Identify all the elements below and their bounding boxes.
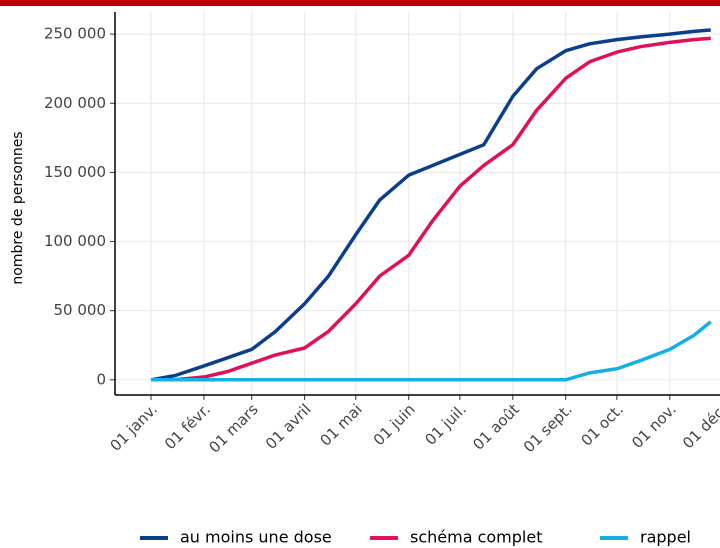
series-line: [151, 320, 712, 382]
x-tick-label: 01 mars: [205, 400, 261, 456]
y-tick-label: 150 000: [44, 163, 106, 181]
x-tick-label: 01 sept.: [520, 400, 576, 456]
x-tick-label: 01 janv.: [106, 400, 161, 455]
x-tick-label: 01 juil.: [421, 400, 470, 449]
y-tick-label: 200 000: [44, 94, 106, 112]
legend-label: au moins une dose: [180, 528, 332, 547]
series-line: [150, 28, 711, 382]
x-tick-label: 01 déc.: [679, 400, 720, 452]
y-tick-label: 0: [96, 370, 106, 388]
x-tick-label: 01 oct.: [577, 400, 626, 449]
x-tick-label: 01 nov.: [628, 400, 680, 452]
x-tick-label: 01 août: [469, 400, 523, 454]
legend-label: rappel: [640, 528, 691, 547]
x-tick-label: 01 avril: [262, 400, 315, 453]
y-axis-label: nombre de personnes: [10, 131, 26, 284]
x-tick-label: 01 juin: [370, 400, 419, 449]
y-tick-label: 250 000: [44, 25, 106, 43]
top-bar: [0, 0, 720, 6]
x-tick-label: 01 mai: [316, 400, 365, 449]
y-tick-label: 100 000: [44, 232, 106, 250]
legend-label: schéma complet: [410, 528, 542, 547]
y-tick-label: 50 000: [54, 301, 107, 319]
series-line: [151, 36, 711, 382]
